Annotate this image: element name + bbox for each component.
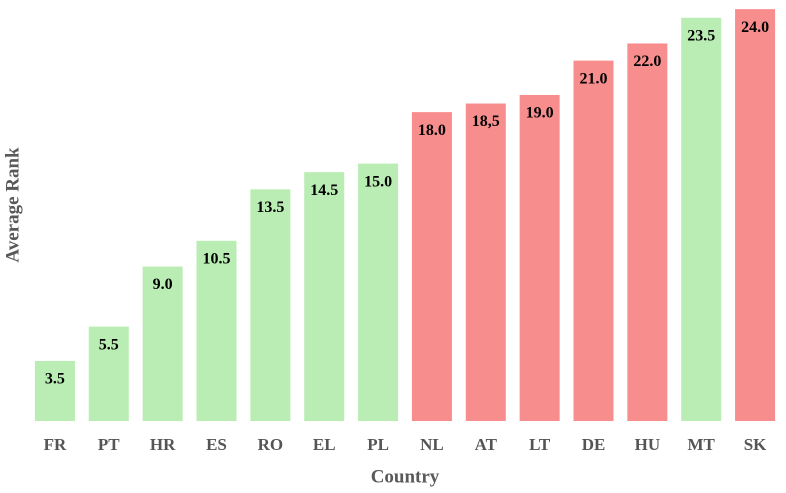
x-tick-label: MT (688, 435, 716, 454)
x-tick-label: ES (206, 435, 227, 454)
value-label: 18,5 (472, 113, 500, 130)
x-tick-label: SK (744, 435, 767, 454)
y-axis-title: Average Rank (2, 147, 23, 263)
value-label: 9.0 (153, 276, 173, 293)
x-tick-label: PL (367, 435, 389, 454)
value-label: 15.0 (364, 173, 392, 190)
value-label: 3.5 (45, 371, 65, 388)
value-label: 13.5 (256, 199, 284, 216)
bar (681, 17, 722, 422)
bar (627, 43, 668, 421)
value-label: 22.0 (633, 53, 661, 70)
bar (411, 112, 452, 421)
value-label: 19.0 (526, 105, 554, 122)
bar (88, 326, 129, 421)
bar (519, 94, 560, 421)
bar (304, 172, 345, 421)
x-tick-label: EL (313, 435, 336, 454)
x-tick-label: DE (582, 435, 606, 454)
value-label: 5.5 (99, 336, 119, 353)
value-label: 21.0 (580, 70, 608, 87)
x-tick-label: AT (475, 435, 498, 454)
value-label: 18.0 (418, 122, 446, 139)
value-label: 23.5 (687, 27, 715, 44)
x-tick-label: HU (635, 435, 661, 454)
bar (196, 240, 237, 421)
bar (358, 163, 399, 421)
x-tick-label: RO (258, 435, 284, 454)
bar (465, 103, 506, 422)
bar (250, 189, 291, 421)
x-tick-label: NL (420, 435, 444, 454)
x-axis-title: Country (371, 466, 440, 487)
bar (34, 360, 75, 421)
value-label: 24.0 (741, 19, 769, 36)
x-tick-label: FR (44, 435, 67, 454)
bar (142, 266, 183, 421)
bar (735, 9, 776, 421)
value-label: 14.5 (310, 182, 338, 199)
value-label: 10.5 (203, 250, 231, 267)
x-tick-label: PT (98, 435, 120, 454)
x-tick-label: LT (529, 435, 551, 454)
x-tick-label: HR (150, 435, 176, 454)
bar (573, 60, 614, 421)
